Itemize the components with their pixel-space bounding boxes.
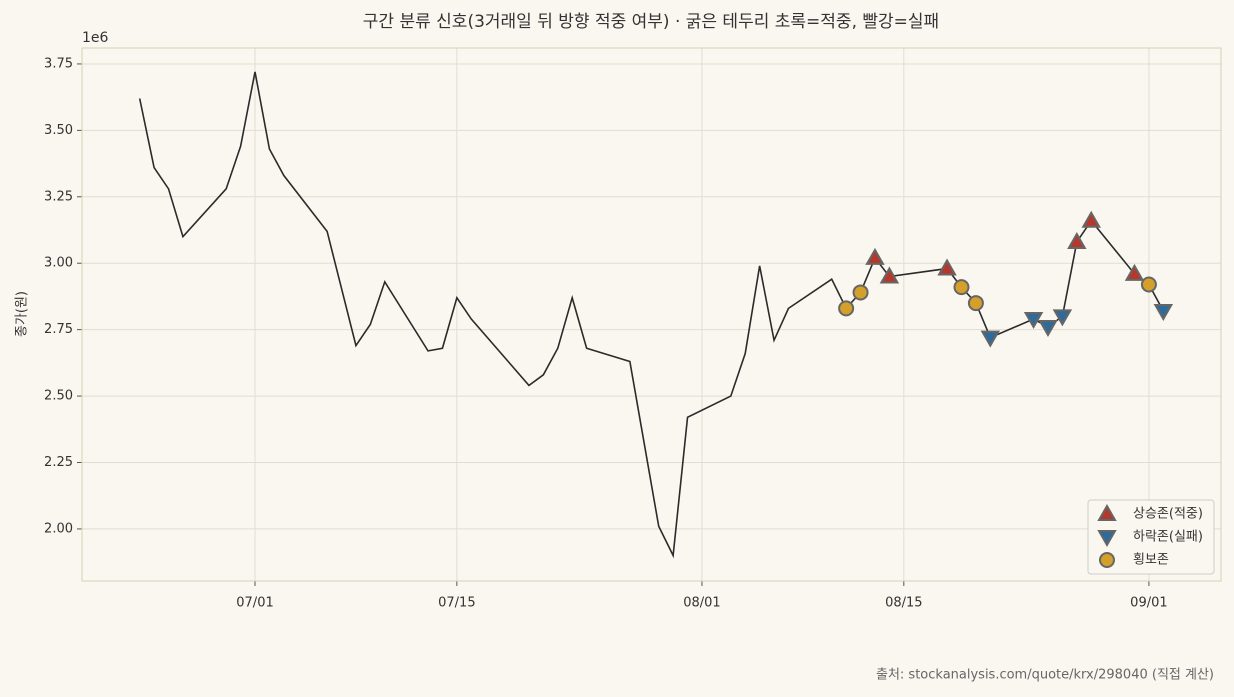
chart-title: 구간 분류 신호(3거래일 뒤 방향 적중 여부) · 굵은 테두리 초록=적중… <box>363 12 939 32</box>
y-axis-label: 종가(원) <box>15 291 30 337</box>
marker <box>1023 312 1044 330</box>
legend-marker <box>1097 530 1117 548</box>
x-tick-label: 07/15 <box>438 596 475 611</box>
x-tick-label: 09/01 <box>1130 596 1167 611</box>
marker <box>879 266 900 284</box>
legend-label: 횡보존 <box>1133 553 1169 568</box>
y-tick-label: 2.00 <box>44 521 73 536</box>
plot-frame <box>81 47 1222 582</box>
marker <box>937 258 957 276</box>
legend-label: 상승존(적중) <box>1133 507 1203 522</box>
source-note: 출처: stockanalysis.com/quote/krx/298040 (… <box>876 668 1214 683</box>
marker <box>1067 231 1087 249</box>
marker <box>852 284 869 301</box>
legend-box <box>1087 499 1215 575</box>
y-tick-label: 3.00 <box>44 256 73 271</box>
y-tick-label: 2.50 <box>44 389 73 404</box>
y-offset-label: 1e6 <box>82 30 109 46</box>
marker <box>1124 263 1145 281</box>
legend-marker <box>1097 503 1117 521</box>
marker <box>1081 210 1101 228</box>
y-tick-label: 3.25 <box>44 189 73 204</box>
marker <box>953 279 970 296</box>
legend-label: 하락존(실패) <box>1133 530 1203 545</box>
x-tick-label: 08/15 <box>885 596 922 611</box>
x-tick-label: 07/01 <box>236 596 273 611</box>
marker <box>1038 319 1058 338</box>
marker <box>838 300 855 317</box>
legend-marker <box>1099 552 1115 568</box>
y-tick-label: 2.25 <box>44 455 73 470</box>
y-tick-label: 3.75 <box>44 56 73 71</box>
marker <box>1153 304 1174 322</box>
marker <box>865 247 885 265</box>
y-tick-label: 2.75 <box>44 322 73 337</box>
marker <box>980 330 1001 348</box>
marker <box>1140 276 1157 293</box>
y-tick-label: 3.50 <box>44 123 73 138</box>
marker <box>967 295 984 312</box>
marker <box>1052 309 1073 327</box>
x-tick-label: 08/01 <box>683 596 720 611</box>
